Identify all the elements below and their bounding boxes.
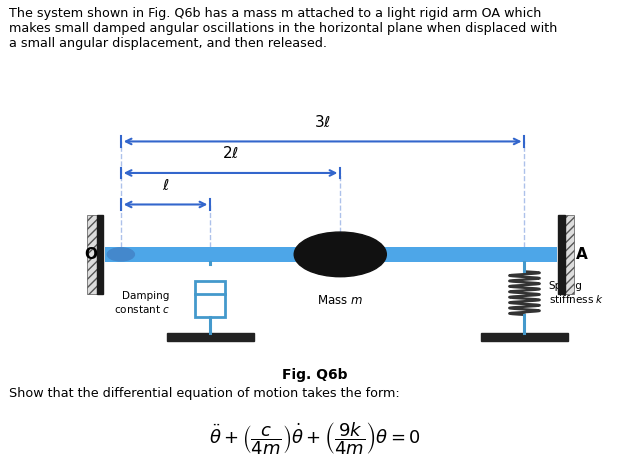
Bar: [105, 247, 557, 262]
Text: Mass $\mathit{m}$: Mass $\mathit{m}$: [318, 294, 364, 307]
Text: $2\ell$: $2\ell$: [222, 145, 239, 161]
Bar: [167, 333, 253, 341]
Text: O: O: [84, 247, 98, 262]
Text: $\ell$: $\ell$: [162, 178, 169, 193]
Text: $3\ell$: $3\ell$: [314, 113, 331, 129]
Text: $\ddot{\theta}+\left(\dfrac{c}{4m}\right)\dot{\theta}+\left(\dfrac{9k}{4m}\right: $\ddot{\theta}+\left(\dfrac{c}{4m}\right…: [209, 420, 421, 457]
Text: A: A: [575, 247, 587, 262]
Bar: [558, 215, 564, 294]
Bar: [87, 215, 97, 294]
Circle shape: [107, 248, 134, 261]
Text: Show that the differential equation of motion takes the form:: Show that the differential equation of m…: [9, 387, 400, 400]
Text: Spring
stiffness $\mathit{k}$: Spring stiffness $\mathit{k}$: [549, 281, 604, 305]
Text: Damping
constant $\mathit{c}$: Damping constant $\mathit{c}$: [113, 291, 169, 315]
Bar: [564, 215, 575, 294]
Text: The system shown in Fig. Q6b has a mass m attached to a light rigid arm OA which: The system shown in Fig. Q6b has a mass …: [9, 7, 558, 50]
Bar: [481, 333, 568, 341]
Bar: [195, 280, 225, 318]
Circle shape: [294, 232, 386, 277]
Text: Fig. Q6b: Fig. Q6b: [282, 368, 348, 382]
Bar: [97, 215, 103, 294]
